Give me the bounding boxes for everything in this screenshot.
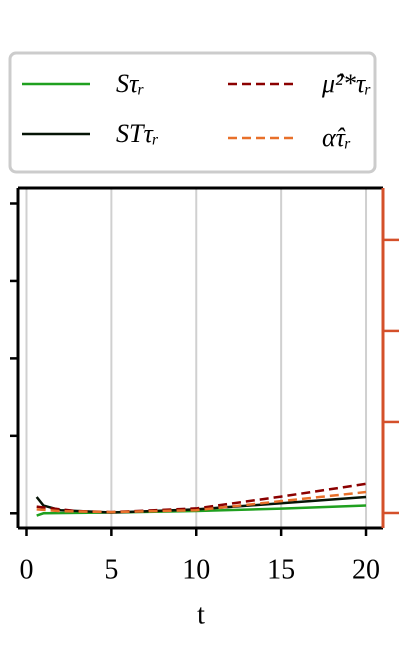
legend-label: α̂τᵣ [322,123,351,152]
legend-label: STτᵣ [116,119,159,148]
x-tick-label: 5 [104,554,118,585]
x-tick-label: 0 [19,554,33,585]
legend-label: μ̂²*τᵣ [321,69,372,98]
x-tick-label: 10 [182,554,210,585]
x-tick-label: 15 [267,554,295,585]
x-axis-label: t [197,599,205,630]
series-line [36,490,367,514]
legend-label: Sτᵣ [116,69,145,98]
legend-box [8,51,377,174]
x-tick-label: 20 [352,554,380,585]
